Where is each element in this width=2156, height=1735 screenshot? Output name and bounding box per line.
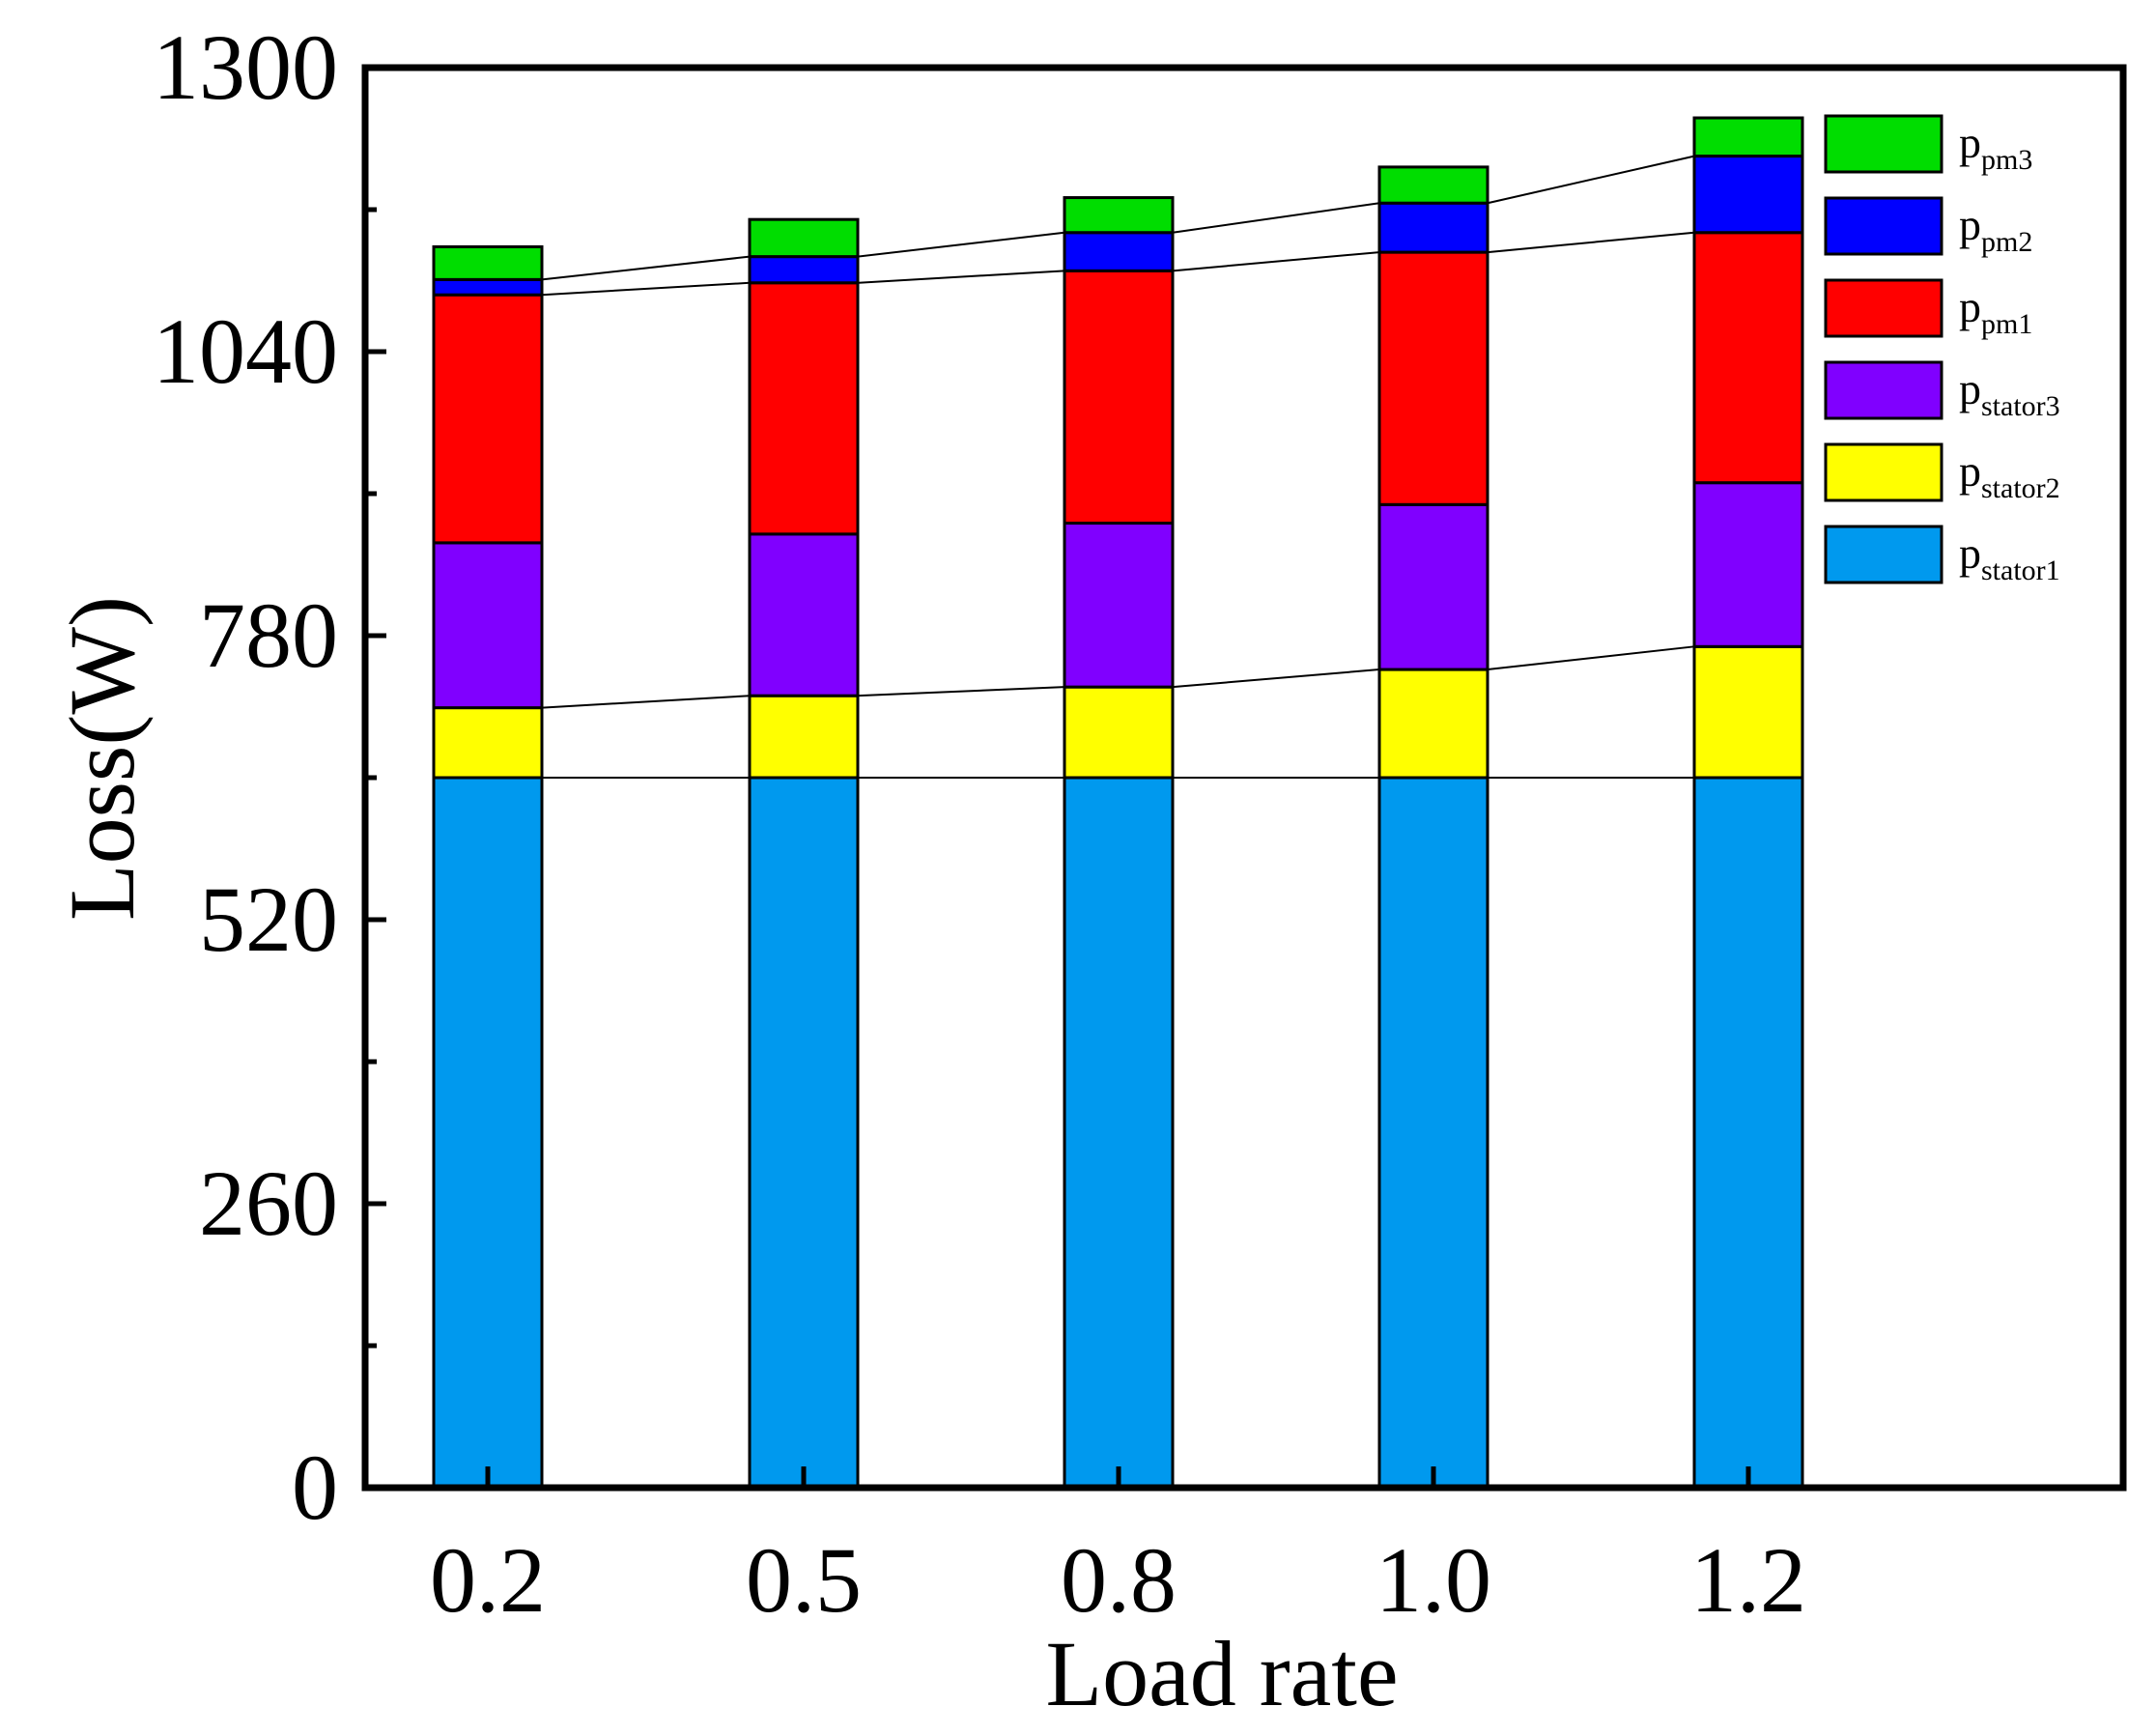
x-tick-label: 1.0 bbox=[1376, 1528, 1491, 1632]
bar-segment-stator1-0.5 bbox=[748, 776, 860, 1490]
x-axis-title: Load rate bbox=[1045, 1622, 1398, 1725]
y-tick-label: 260 bbox=[199, 1152, 338, 1255]
connector-line-stator2 bbox=[541, 695, 751, 709]
bar-segment-pm1-0.5 bbox=[748, 281, 860, 536]
axes-layer: 0 260 520 780 1040 1300 0.2 0.5 0.8 1.0 1.2 bbox=[153, 15, 2127, 1632]
bar-segment-stator1-1.2 bbox=[1692, 776, 1804, 1490]
y-tick-label: 1300 bbox=[153, 15, 338, 119]
bar-segment-stator1-0.2 bbox=[432, 776, 544, 1490]
bar-segment-stator2-1.0 bbox=[1377, 668, 1489, 780]
bar-segment-pm2-0.5 bbox=[748, 255, 860, 285]
bar-segment-pm1-1.0 bbox=[1377, 250, 1489, 506]
y-tick-label: 0 bbox=[292, 1436, 338, 1539]
bar-segment-pm3-1.2 bbox=[1692, 116, 1804, 158]
bar-segment-pm3-1.0 bbox=[1377, 165, 1489, 205]
legend-label-pm3: ppm3 bbox=[1959, 118, 2032, 176]
bar-segment-stator3-0.8 bbox=[1063, 522, 1175, 689]
connector-line-pm1 bbox=[541, 281, 751, 297]
bar-segment-stator2-0.2 bbox=[432, 706, 544, 780]
legend-swatch-pm1 bbox=[1824, 278, 1943, 338]
legend-label-pm1: ppm1 bbox=[1959, 282, 2032, 340]
x-tick-label: 0.8 bbox=[1061, 1528, 1177, 1632]
legend-label-pm2: ppm2 bbox=[1959, 200, 2032, 258]
y-tick-label: 1040 bbox=[153, 299, 338, 403]
connector-lines-layer bbox=[541, 155, 1695, 779]
bars-layer bbox=[432, 116, 1804, 1490]
bar-segment-pm3-0.2 bbox=[432, 244, 544, 281]
legend-label-stator3: pstator3 bbox=[1959, 364, 2060, 422]
y-tick-label: 780 bbox=[199, 583, 338, 687]
legend-swatch-stator2 bbox=[1824, 442, 1943, 502]
connector-line-pm1 bbox=[1487, 231, 1695, 254]
legend-label-stator1: pstator1 bbox=[1959, 528, 2060, 586]
connector-line-pm1 bbox=[857, 270, 1065, 284]
legend-swatch-pm3 bbox=[1824, 114, 1943, 174]
bar-segment-pm1-1.2 bbox=[1692, 231, 1804, 485]
legend-swatch-stator3 bbox=[1824, 360, 1943, 420]
connector-line-stator2 bbox=[857, 686, 1065, 697]
bar-segment-pm2-1.0 bbox=[1377, 201, 1489, 254]
connector-line-pm2 bbox=[541, 255, 751, 281]
bar-segment-pm2-0.2 bbox=[432, 277, 544, 297]
y-axis-title: Loss(W) bbox=[50, 596, 154, 921]
bar-segment-stator3-1.2 bbox=[1692, 481, 1804, 648]
connector-line-pm1 bbox=[1172, 251, 1380, 272]
bar-segment-stator2-1.2 bbox=[1692, 644, 1804, 780]
bar-segment-pm3-0.5 bbox=[748, 217, 860, 259]
connector-line-stator2 bbox=[1487, 645, 1695, 671]
bar-segment-stator3-0.5 bbox=[748, 532, 860, 697]
bar-segment-pm1-0.2 bbox=[432, 293, 544, 545]
connector-line-pm2 bbox=[1487, 155, 1695, 205]
bar-segment-pm2-1.2 bbox=[1692, 155, 1804, 235]
x-tick-label: 0.5 bbox=[746, 1528, 862, 1632]
connector-line-pm2 bbox=[857, 231, 1065, 258]
bar-segment-stator2-0.5 bbox=[748, 694, 860, 780]
y-tick-label: 520 bbox=[199, 868, 338, 971]
connector-line-pm2 bbox=[1172, 202, 1380, 234]
legend-swatch-stator1 bbox=[1824, 525, 1943, 584]
connector-line-stator2 bbox=[1172, 668, 1380, 689]
bar-segment-stator2-0.8 bbox=[1063, 685, 1175, 780]
bar-segment-pm2-0.8 bbox=[1063, 231, 1175, 272]
x-tick-label: 0.2 bbox=[430, 1528, 546, 1632]
legend-label-stator2: pstator2 bbox=[1959, 446, 2060, 504]
bar-segment-stator3-0.2 bbox=[432, 541, 544, 710]
bar-segment-stator1-1.0 bbox=[1377, 776, 1489, 1490]
bar-segment-stator3-1.0 bbox=[1377, 502, 1489, 671]
legend: ppm3 ppm2 ppm1 pstator3 pstator2 pstator1 bbox=[1824, 114, 2060, 586]
x-tick-label: 1.2 bbox=[1690, 1528, 1806, 1632]
legend-swatch-pm2 bbox=[1824, 196, 1943, 256]
bar-segment-pm1-0.8 bbox=[1063, 269, 1175, 526]
bar-segment-pm3-0.8 bbox=[1063, 196, 1175, 235]
bar-segment-stator1-0.8 bbox=[1063, 776, 1175, 1490]
